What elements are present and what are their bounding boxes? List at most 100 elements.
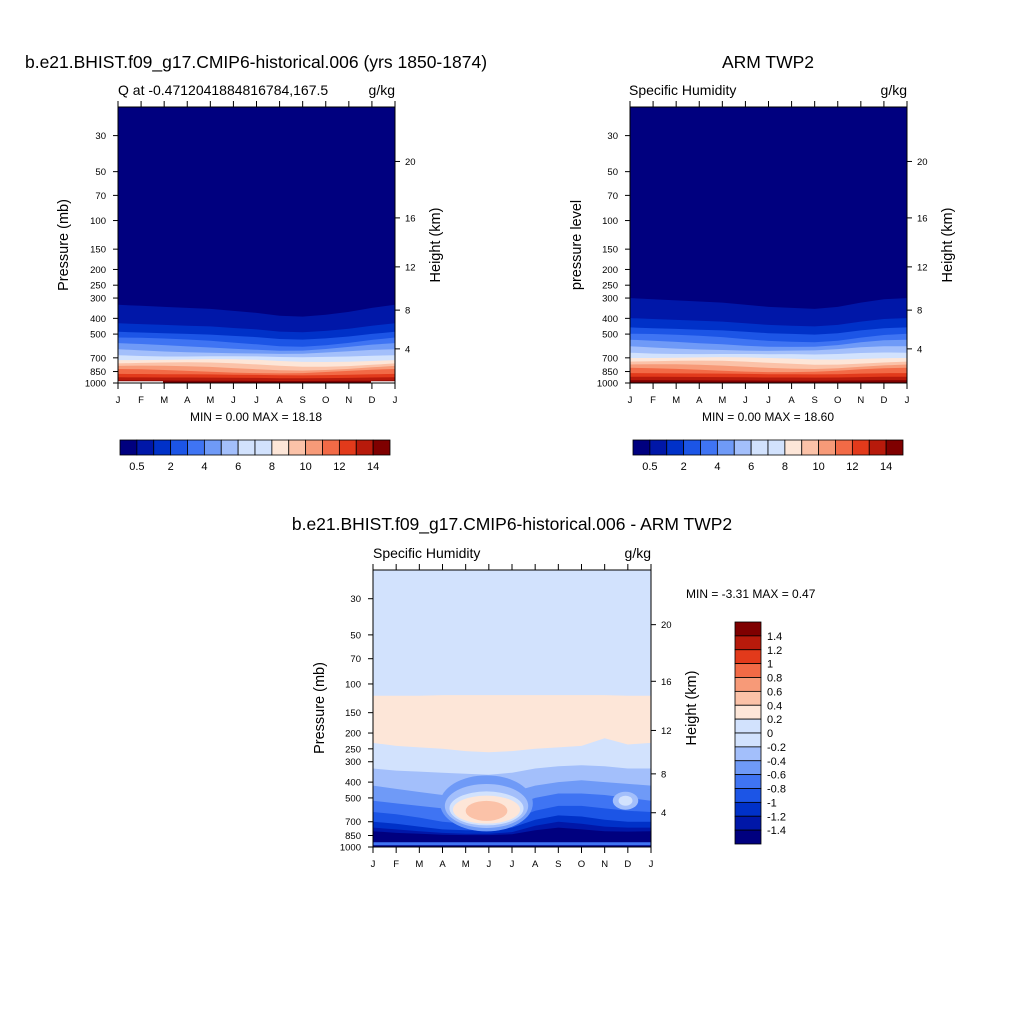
x-tick-label: J bbox=[231, 395, 236, 406]
colorbar-box bbox=[734, 677, 762, 692]
y-axis-label-right: Height (km) bbox=[428, 208, 444, 283]
y-tick-label-right: 20 bbox=[917, 157, 928, 168]
x-tick-label: N bbox=[345, 395, 352, 406]
colorbar-label: 0.4 bbox=[767, 700, 782, 712]
x-tick-label: O bbox=[834, 395, 841, 406]
axes: J F M A M J J A S O N D J 30 50 70 100 150 200 250 300 400 500… bbox=[340, 564, 672, 870]
colorbar-label: 8 bbox=[269, 461, 275, 473]
y-axis-label-right: Height (km) bbox=[684, 671, 700, 746]
colorbar-label: 12 bbox=[333, 461, 345, 473]
x-tick-label: J bbox=[905, 395, 910, 406]
x-tick-label: S bbox=[811, 395, 817, 406]
y-tick-label-right: 12 bbox=[661, 726, 672, 737]
y-tick-label: 100 bbox=[90, 216, 106, 227]
panel-title: b.e21.BHIST.f09_g17.CMIP6-historical.006… bbox=[292, 514, 732, 535]
y-tick-label-right: 12 bbox=[405, 262, 416, 273]
x-tick-label: A bbox=[788, 395, 795, 406]
colorbar-label: 0.8 bbox=[767, 673, 782, 685]
min-max-label: MIN = -3.31 MAX = 0.47 bbox=[686, 587, 816, 601]
y-tick-label: 70 bbox=[95, 191, 106, 202]
y-tick-label: 70 bbox=[607, 191, 618, 202]
colorbar-box bbox=[835, 439, 853, 456]
colorbar-label: 6 bbox=[748, 461, 754, 473]
colorbar: 1.4 1.2 1 0.80.6 0.4 0.2 0 -0.2 -0.4 -0.6 -0.8-1 -1… bbox=[734, 621, 786, 845]
colorbar-box bbox=[187, 439, 205, 456]
y-tick-label: 300 bbox=[90, 294, 106, 305]
x-tick-label: D bbox=[880, 395, 887, 406]
y-tick-label: 150 bbox=[90, 245, 106, 256]
y-tick-label: 850 bbox=[602, 367, 618, 378]
colorbar-label: -0.6 bbox=[767, 770, 786, 782]
colorbar-box bbox=[851, 439, 870, 456]
colorbar-box bbox=[734, 718, 762, 734]
x-tick-label: A bbox=[696, 395, 703, 406]
colorbar-box bbox=[734, 649, 762, 665]
x-tick-label: O bbox=[322, 395, 329, 406]
y-axis-label: Pressure (mb) bbox=[56, 199, 72, 291]
colorbar-label: 1 bbox=[767, 659, 773, 671]
x-tick-label: J bbox=[116, 395, 121, 406]
colorbar-label: 1.4 bbox=[767, 631, 782, 643]
colorbar-box bbox=[700, 439, 718, 456]
colorbar-label: 2 bbox=[681, 461, 687, 473]
axes: J F M A M J J A S O N D J 30 50 70 100 150 200 250 300 400 500… bbox=[85, 101, 416, 406]
colorbar-box bbox=[632, 439, 651, 456]
colorbar-box bbox=[683, 439, 701, 456]
y-tick-label: 150 bbox=[602, 245, 618, 256]
y-axis-label: Pressure (mb) bbox=[312, 662, 328, 754]
panel-model: b.e21.BHIST.f09_g17.CMIP6-historical.006… bbox=[25, 52, 487, 473]
x-tick-label: J bbox=[510, 859, 515, 870]
colorbar-label: 4 bbox=[201, 461, 207, 473]
contour-field bbox=[373, 570, 651, 847]
colorbar-label: 0.2 bbox=[767, 714, 782, 726]
colorbar-label: 4 bbox=[714, 461, 720, 473]
colorbar-box bbox=[734, 704, 762, 720]
x-tick-label: N bbox=[857, 395, 864, 406]
x-tick-label: M bbox=[718, 395, 726, 406]
y-axis-label: pressure level bbox=[569, 200, 585, 290]
colorbar-box bbox=[801, 439, 820, 456]
colorbar-box bbox=[734, 635, 762, 651]
x-tick-label: J bbox=[486, 859, 491, 870]
x-tick-label: F bbox=[393, 859, 399, 870]
colorbar-box bbox=[355, 439, 374, 456]
colorbar: 0.5 2 4 6 8 10 12 14 bbox=[632, 439, 904, 473]
y-tick-label: 30 bbox=[350, 594, 361, 605]
colorbar-box bbox=[305, 439, 323, 456]
colorbar-box bbox=[220, 439, 239, 456]
colorbar-label: 12 bbox=[846, 461, 858, 473]
y-tick-label: 200 bbox=[602, 265, 618, 276]
x-tick-label: J bbox=[371, 859, 376, 870]
colorbar-box bbox=[734, 690, 762, 706]
y-tick-label: 500 bbox=[602, 330, 618, 341]
colorbar-label: 0 bbox=[767, 728, 773, 740]
x-tick-label: M bbox=[415, 859, 423, 870]
x-tick-label: D bbox=[624, 859, 631, 870]
colorbar-label: 14 bbox=[367, 461, 379, 473]
x-tick-label: M bbox=[462, 859, 470, 870]
min-max-label: MIN = 0.00 MAX = 18.18 bbox=[190, 410, 322, 424]
y-tick-label-right: 8 bbox=[661, 769, 666, 780]
contour-field bbox=[118, 107, 395, 383]
colorbar-box bbox=[119, 439, 138, 456]
y-tick-label: 100 bbox=[345, 679, 361, 690]
colorbar-box bbox=[767, 439, 786, 456]
y-tick-label: 400 bbox=[602, 314, 618, 325]
y-tick-label: 1000 bbox=[340, 843, 361, 854]
y-tick-label: 200 bbox=[90, 265, 106, 276]
y-tick-label: 1000 bbox=[597, 379, 618, 390]
colorbar-label: 14 bbox=[880, 461, 892, 473]
panel-subtitle-left: Q at -0.4712041884816784,167.5 bbox=[118, 82, 328, 98]
colorbar-box bbox=[784, 439, 803, 456]
colorbar-box bbox=[818, 439, 836, 456]
y-tick-label: 250 bbox=[602, 281, 618, 292]
colorbar-label: 2 bbox=[168, 461, 174, 473]
contour-band bbox=[118, 380, 395, 383]
y-tick-label-right: 16 bbox=[917, 213, 928, 224]
y-tick-label-right: 12 bbox=[917, 262, 928, 273]
panel-title: ARM TWP2 bbox=[722, 52, 814, 72]
colorbar-box bbox=[170, 439, 188, 456]
y-tick-label: 300 bbox=[602, 294, 618, 305]
y-tick-label: 700 bbox=[90, 353, 106, 364]
axes: J F M A M J J A S O N D J 30 50 70 100 150 200 250 300 400 500… bbox=[597, 101, 928, 406]
